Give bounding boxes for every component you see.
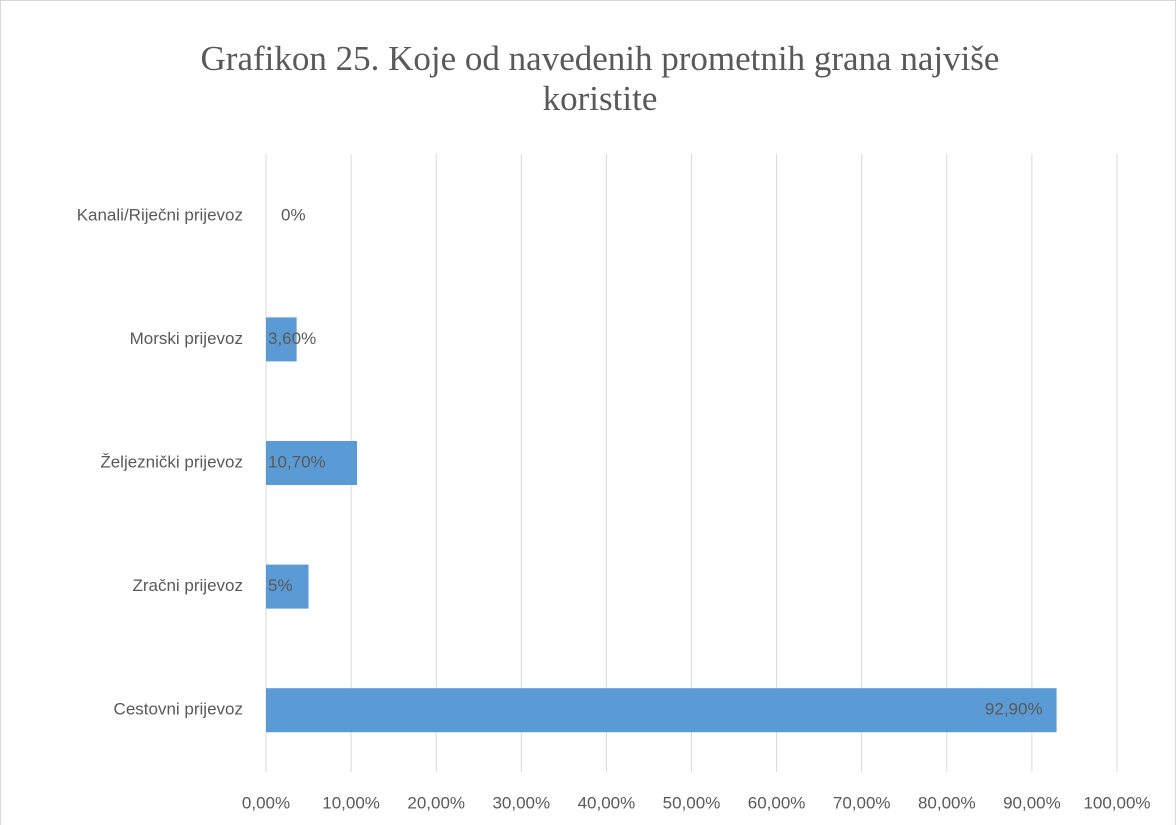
x-tick-label: 40,00% bbox=[578, 793, 636, 812]
x-tick-label: 60,00% bbox=[748, 793, 806, 812]
bar bbox=[266, 317, 297, 362]
x-tick-label: 30,00% bbox=[492, 793, 550, 812]
x-tick-label: 70,00% bbox=[833, 793, 891, 812]
bar bbox=[266, 441, 358, 485]
y-tick-label: Cestovni prijevoz bbox=[114, 700, 243, 719]
x-tick-label: 90,00% bbox=[1003, 793, 1061, 812]
x-tick-label: 0,00% bbox=[242, 793, 290, 812]
x-tick-label: 20,00% bbox=[407, 793, 465, 812]
chart-title: Grafikon 25. Koje od navedenih prometnih… bbox=[201, 39, 1000, 118]
y-tick-label: Zračni prijevoz bbox=[132, 576, 243, 595]
value-label: 5% bbox=[268, 576, 293, 595]
value-label: 10,70% bbox=[268, 452, 326, 471]
bar bbox=[266, 688, 1057, 733]
y-tick-label: Željeznički prijevoz bbox=[100, 452, 243, 471]
y-tick-label: Kanali/Riječni prijevoz bbox=[77, 205, 243, 224]
x-tick-label: 10,00% bbox=[322, 793, 380, 812]
x-tick-label: 50,00% bbox=[663, 793, 721, 812]
y-tick-label: Morski prijevoz bbox=[130, 329, 243, 348]
x-tick-label: 80,00% bbox=[918, 793, 976, 812]
bar bbox=[266, 564, 309, 609]
value-label: 0% bbox=[281, 205, 306, 224]
value-label: 92,90% bbox=[985, 700, 1043, 719]
x-tick-label: 100,00% bbox=[1083, 793, 1150, 812]
value-label: 3,60% bbox=[268, 329, 316, 348]
